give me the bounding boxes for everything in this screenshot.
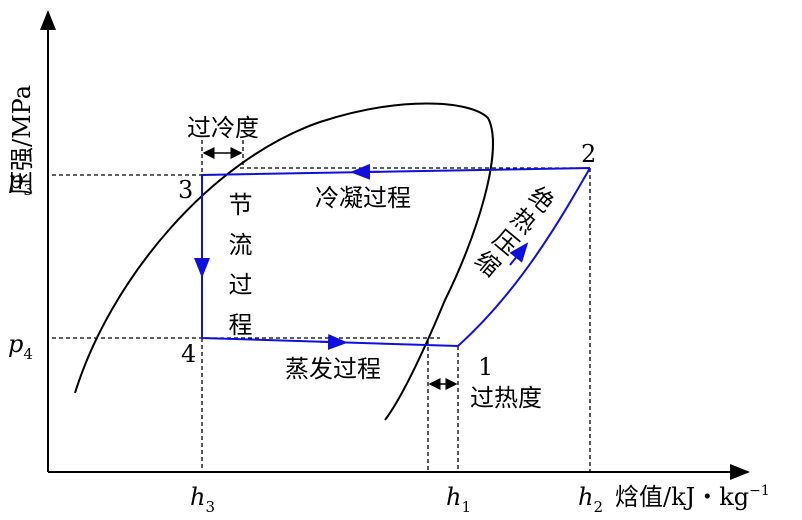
p4-label: p4 xyxy=(8,330,33,363)
x-axis-label-sup: −1 xyxy=(749,483,770,499)
h-sub: 3 xyxy=(205,498,215,516)
flow-arrow xyxy=(509,242,529,266)
p-base: p xyxy=(8,166,23,194)
p-base: p xyxy=(8,330,23,358)
h2-label: h2 xyxy=(578,483,603,516)
h-base: h xyxy=(190,483,205,511)
point-label: 2 xyxy=(581,140,596,168)
p-sub: 4 xyxy=(23,345,33,363)
h3-label: h3 xyxy=(190,483,215,516)
p-sub: 3 xyxy=(23,181,33,199)
cycle xyxy=(201,167,591,348)
throttling-label: 节流过程 xyxy=(224,192,252,352)
h-base: h xyxy=(578,483,593,511)
flow-arrow xyxy=(319,333,348,350)
point-label: 3 xyxy=(178,176,193,204)
point-label: 1 xyxy=(478,353,493,381)
condensation-label: 冷凝过程 xyxy=(315,184,411,212)
point-label: 4 xyxy=(181,340,196,368)
evaporation-label: 蒸发过程 xyxy=(285,355,381,383)
h-sub: 1 xyxy=(461,498,471,516)
subcooling-label: 过冷度 xyxy=(187,114,259,142)
x-axis-label-base: 焓值/kJ・kg xyxy=(615,483,749,511)
h-base: h xyxy=(446,483,461,511)
saturation-curve xyxy=(74,102,494,421)
y-axis-label: 压强/MPa xyxy=(8,85,36,195)
p3-label: p3 xyxy=(8,166,33,199)
compression-label: 绝热压缩 xyxy=(465,179,558,283)
superheat-label: 过热度 xyxy=(470,384,542,412)
h-sub: 2 xyxy=(593,498,603,516)
x-axis-label: 焓值/kJ・kg−1 xyxy=(615,483,770,511)
h1-label: h1 xyxy=(446,483,471,516)
